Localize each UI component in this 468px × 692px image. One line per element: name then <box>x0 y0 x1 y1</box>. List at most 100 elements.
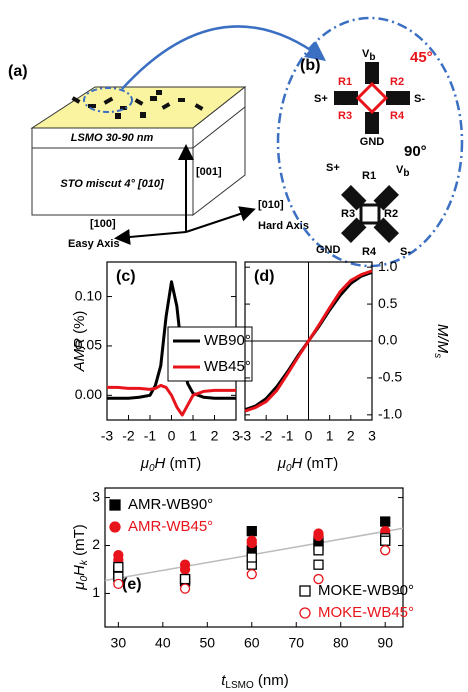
x-tick-label: 1 <box>326 428 334 444</box>
point <box>380 545 391 556</box>
legend-label: AMR-WB45° <box>128 518 213 535</box>
x-tick-label: 80 <box>333 635 349 651</box>
point <box>246 537 257 549</box>
x-tick-label: -3 <box>101 428 114 444</box>
x-tick-label: -1 <box>281 428 294 444</box>
y-tick-label: 0.0 <box>378 332 398 348</box>
x-tick-label: -2 <box>260 428 273 444</box>
plot-frame <box>104 487 404 628</box>
angle-label: 45° <box>410 49 433 66</box>
series-line <box>107 280 236 400</box>
x-tick-label: 3 <box>368 428 376 444</box>
device-label: R3 <box>341 208 355 220</box>
legend-swatch <box>299 585 311 597</box>
device-label: R1 <box>338 76 352 88</box>
panel-label: (e) <box>122 576 142 593</box>
y-tick-label: 0.05 <box>75 337 102 353</box>
axis-direction: Easy Axis <box>68 238 120 250</box>
x-tick-label: 90 <box>377 635 393 651</box>
legend-swatch <box>109 499 121 511</box>
legend-label: AMR-WB90° <box>128 496 213 513</box>
legend-swatch <box>299 607 311 619</box>
x-tick-label: 2 <box>211 428 219 444</box>
point <box>179 583 191 594</box>
device-label: GND <box>360 136 385 148</box>
device-label: R4 <box>390 110 405 122</box>
series-line <box>244 269 373 413</box>
y-tick-label: 0.5 <box>378 295 398 311</box>
point <box>113 561 124 573</box>
series-line <box>107 383 236 417</box>
y-tick-label: 1 <box>92 584 100 600</box>
y-tick-label: -0.5 <box>378 369 402 385</box>
layer-label: STO miscut 4° [010] <box>60 178 164 190</box>
panel-label: (b) <box>300 57 320 74</box>
x-tick-label: 70 <box>288 635 304 651</box>
x-tick-label: 60 <box>244 635 260 651</box>
legend-swatch <box>109 521 121 533</box>
axes-arrows <box>114 144 256 245</box>
device-label: R3 <box>338 110 352 122</box>
legend-box <box>167 326 253 382</box>
device-90-core <box>359 203 381 225</box>
y-tick-label: 2 <box>92 536 100 552</box>
device-label: R1 <box>362 170 376 182</box>
axis-direction: [001] <box>196 166 222 178</box>
angle-label: 90° <box>404 143 427 160</box>
device-label: S- <box>400 246 411 258</box>
zoom-ellipse <box>276 16 464 268</box>
point <box>246 569 257 580</box>
panel-label: (c) <box>116 268 136 285</box>
y-tick-label: 0.10 <box>75 287 102 303</box>
legend-label: WB45° <box>204 358 251 375</box>
x-tick-label: -1 <box>144 428 157 444</box>
point <box>313 530 324 542</box>
x-tick-label: 30 <box>111 635 127 651</box>
device-label: GND <box>316 244 341 256</box>
x-tick-label: 0 <box>305 428 313 444</box>
x-tick-label: 0 <box>168 428 176 444</box>
device-label: S- <box>414 93 425 105</box>
y-axis-label: μ0Hk (mT) <box>71 524 90 590</box>
panel-label: (d) <box>254 268 274 285</box>
layer-label: LSMO 30-90 nm <box>71 132 154 144</box>
y-tick-label: 0.00 <box>75 386 102 402</box>
y-tick-label: 3 <box>92 488 100 504</box>
x-tick-label: 1 <box>189 428 197 444</box>
point <box>246 525 257 537</box>
device-label: Vb <box>396 164 409 179</box>
device-label: R4 <box>362 246 377 258</box>
x-axis-label: tLSMO (nm) <box>221 672 289 691</box>
device-label: S+ <box>314 93 328 105</box>
point <box>313 573 324 585</box>
point <box>179 564 191 575</box>
point <box>313 545 324 556</box>
device-label: Vb <box>362 48 375 63</box>
x-tick-label: 3 <box>232 428 240 444</box>
point <box>313 559 324 570</box>
point <box>380 516 391 527</box>
x-tick-label: 2 <box>347 428 355 444</box>
y-axis-label: M/Ms <box>432 324 451 358</box>
legend-label: WB90° <box>204 332 251 349</box>
x-tick-label: -2 <box>122 428 135 444</box>
axis-direction: [010] <box>258 199 284 211</box>
x-tick-label: 40 <box>155 635 171 651</box>
point <box>113 578 124 590</box>
legend-label: MOKE-WB45° <box>318 604 414 621</box>
point <box>179 573 191 585</box>
panel-label: (a) <box>8 63 28 80</box>
device-45 <box>334 62 410 134</box>
legend-label: MOKE-WB90° <box>318 582 414 599</box>
x-axis-label: μ0H (mT) <box>277 455 338 474</box>
device-label: R2 <box>384 208 398 220</box>
x-axis-label: μ0H (mT) <box>140 455 201 474</box>
device-label: S+ <box>326 162 340 174</box>
sample-block <box>30 25 327 217</box>
y-axis-label: AMR (%) <box>71 311 88 373</box>
x-tick-label: -3 <box>239 428 252 444</box>
x-tick-label: 50 <box>200 635 216 651</box>
y-tick-label: -1.0 <box>378 406 402 422</box>
y-tick-label: 1.0 <box>378 258 398 274</box>
